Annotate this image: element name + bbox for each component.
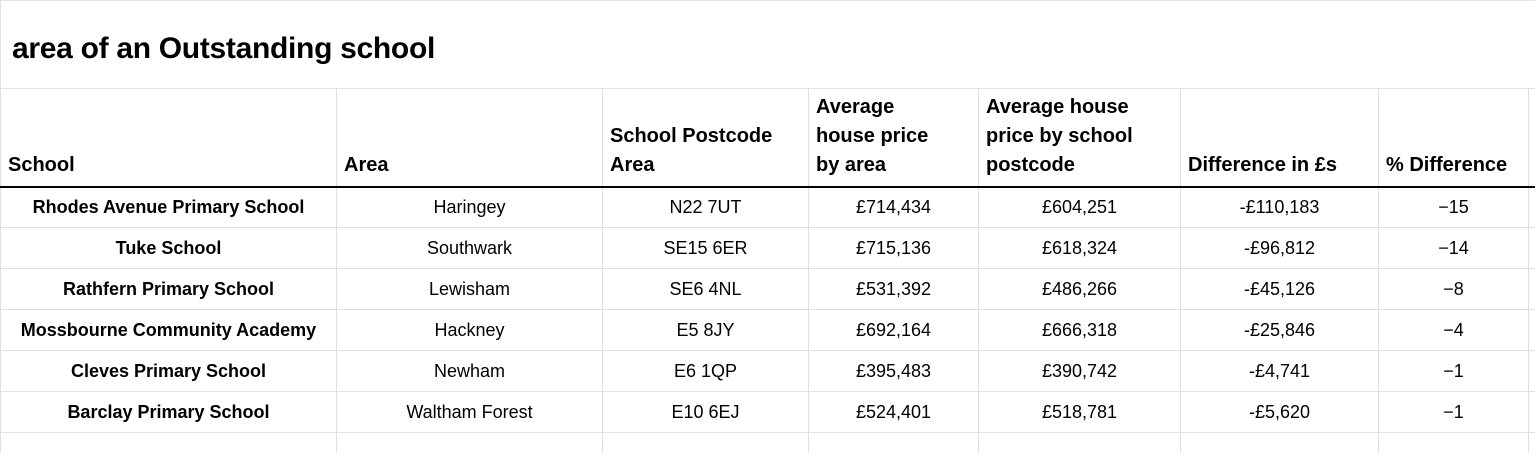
cell-school-postcode-area[interactable]: E6 1QP — [603, 351, 809, 392]
empty-cell[interactable] — [1529, 310, 1535, 351]
cell-pct-difference[interactable]: −8 — [1379, 269, 1529, 310]
table-row: Barclay Primary School Waltham Forest E1… — [1, 392, 1535, 433]
cell-school[interactable]: Mossbourne Community Academy — [1, 310, 337, 351]
cell-area[interactable]: Southwark — [337, 228, 603, 269]
cell-school-postcode-area[interactable]: SE6 4NL — [603, 269, 809, 310]
cell-area[interactable]: Newham — [337, 351, 603, 392]
table-row: Rathfern Primary School Lewisham SE6 4NL… — [1, 269, 1535, 310]
empty-cell[interactable] — [603, 433, 809, 453]
column-header-school-postcode-area[interactable]: School Postcode Area — [603, 89, 809, 187]
cell-school[interactable]: Barclay Primary School — [1, 392, 337, 433]
cell-school-postcode-area[interactable]: E5 8JY — [603, 310, 809, 351]
table-row: Cleves Primary School Newham E6 1QP £395… — [1, 351, 1535, 392]
cell-avg-price-by-area[interactable]: £524,401 — [809, 392, 979, 433]
empty-cell[interactable] — [1529, 351, 1535, 392]
cell-avg-price-by-postcode[interactable]: £604,251 — [979, 187, 1181, 228]
empty-cell[interactable] — [1529, 187, 1535, 228]
cell-area[interactable]: Lewisham — [337, 269, 603, 310]
empty-cell[interactable] — [1181, 433, 1379, 453]
column-header-avg-price-by-postcode[interactable]: Average house price by school postcode — [979, 89, 1181, 187]
empty-cell[interactable] — [337, 433, 603, 453]
cell-difference-gbp[interactable]: -£4,741 — [1181, 351, 1379, 392]
cell-avg-price-by-postcode[interactable]: £518,781 — [979, 392, 1181, 433]
cell-school-postcode-area[interactable]: N22 7UT — [603, 187, 809, 228]
cell-pct-difference[interactable]: −15 — [1379, 187, 1529, 228]
column-header-avg-price-by-area[interactable]: Average house price by area — [809, 89, 979, 187]
table-row: Rhodes Avenue Primary School Haringey N2… — [1, 187, 1535, 228]
empty-cell[interactable] — [1529, 392, 1535, 433]
cell-school-postcode-area[interactable]: E10 6EJ — [603, 392, 809, 433]
empty-cell[interactable] — [1529, 228, 1535, 269]
empty-cell[interactable] — [1379, 433, 1529, 453]
cell-school[interactable]: Rathfern Primary School — [1, 269, 337, 310]
cell-difference-gbp[interactable]: -£5,620 — [1181, 392, 1379, 433]
cell-avg-price-by-area[interactable]: £714,434 — [809, 187, 979, 228]
cell-school[interactable]: Cleves Primary School — [1, 351, 337, 392]
table-row: Mossbourne Community Academy Hackney E5 … — [1, 310, 1535, 351]
cell-avg-price-by-area[interactable]: £692,164 — [809, 310, 979, 351]
column-header-difference-gbp[interactable]: Difference in £s — [1181, 89, 1379, 187]
schools-house-price-table: School Area School Postcode Area Average… — [0, 88, 1535, 453]
cell-area[interactable]: Hackney — [337, 310, 603, 351]
column-header-pct-difference[interactable]: % Difference — [1379, 89, 1529, 187]
header-row: School Area School Postcode Area Average… — [1, 89, 1535, 187]
page-title: area of an Outstanding school — [12, 32, 435, 66]
cell-pct-difference[interactable]: −1 — [1379, 351, 1529, 392]
title-cell[interactable]: area of an Outstanding school — [0, 0, 1535, 88]
cell-avg-price-by-postcode[interactable]: £666,318 — [979, 310, 1181, 351]
cell-avg-price-by-area[interactable]: £395,483 — [809, 351, 979, 392]
cell-school[interactable]: Rhodes Avenue Primary School — [1, 187, 337, 228]
empty-cell[interactable] — [1529, 269, 1535, 310]
column-header-area[interactable]: Area — [337, 89, 603, 187]
table-row-empty — [1, 433, 1535, 453]
cell-pct-difference[interactable]: −4 — [1379, 310, 1529, 351]
empty-cell[interactable] — [979, 433, 1181, 453]
cell-pct-difference[interactable]: −1 — [1379, 392, 1529, 433]
empty-header-cell[interactable] — [1529, 89, 1535, 187]
empty-cell[interactable] — [1529, 433, 1535, 453]
cell-avg-price-by-postcode[interactable]: £486,266 — [979, 269, 1181, 310]
cell-difference-gbp[interactable]: -£25,846 — [1181, 310, 1379, 351]
cell-pct-difference[interactable]: −14 — [1379, 228, 1529, 269]
column-header-school[interactable]: School — [1, 89, 337, 187]
cell-school[interactable]: Tuke School — [1, 228, 337, 269]
cell-avg-price-by-area[interactable]: £531,392 — [809, 269, 979, 310]
cell-difference-gbp[interactable]: -£96,812 — [1181, 228, 1379, 269]
empty-cell[interactable] — [1, 433, 337, 453]
cell-area[interactable]: Haringey — [337, 187, 603, 228]
cell-avg-price-by-area[interactable]: £715,136 — [809, 228, 979, 269]
cell-school-postcode-area[interactable]: SE15 6ER — [603, 228, 809, 269]
cell-difference-gbp[interactable]: -£45,126 — [1181, 269, 1379, 310]
cell-area[interactable]: Waltham Forest — [337, 392, 603, 433]
table-row: Tuke School Southwark SE15 6ER £715,136 … — [1, 228, 1535, 269]
cell-avg-price-by-postcode[interactable]: £618,324 — [979, 228, 1181, 269]
cell-avg-price-by-postcode[interactable]: £390,742 — [979, 351, 1181, 392]
empty-cell[interactable] — [809, 433, 979, 453]
cell-difference-gbp[interactable]: -£110,183 — [1181, 187, 1379, 228]
